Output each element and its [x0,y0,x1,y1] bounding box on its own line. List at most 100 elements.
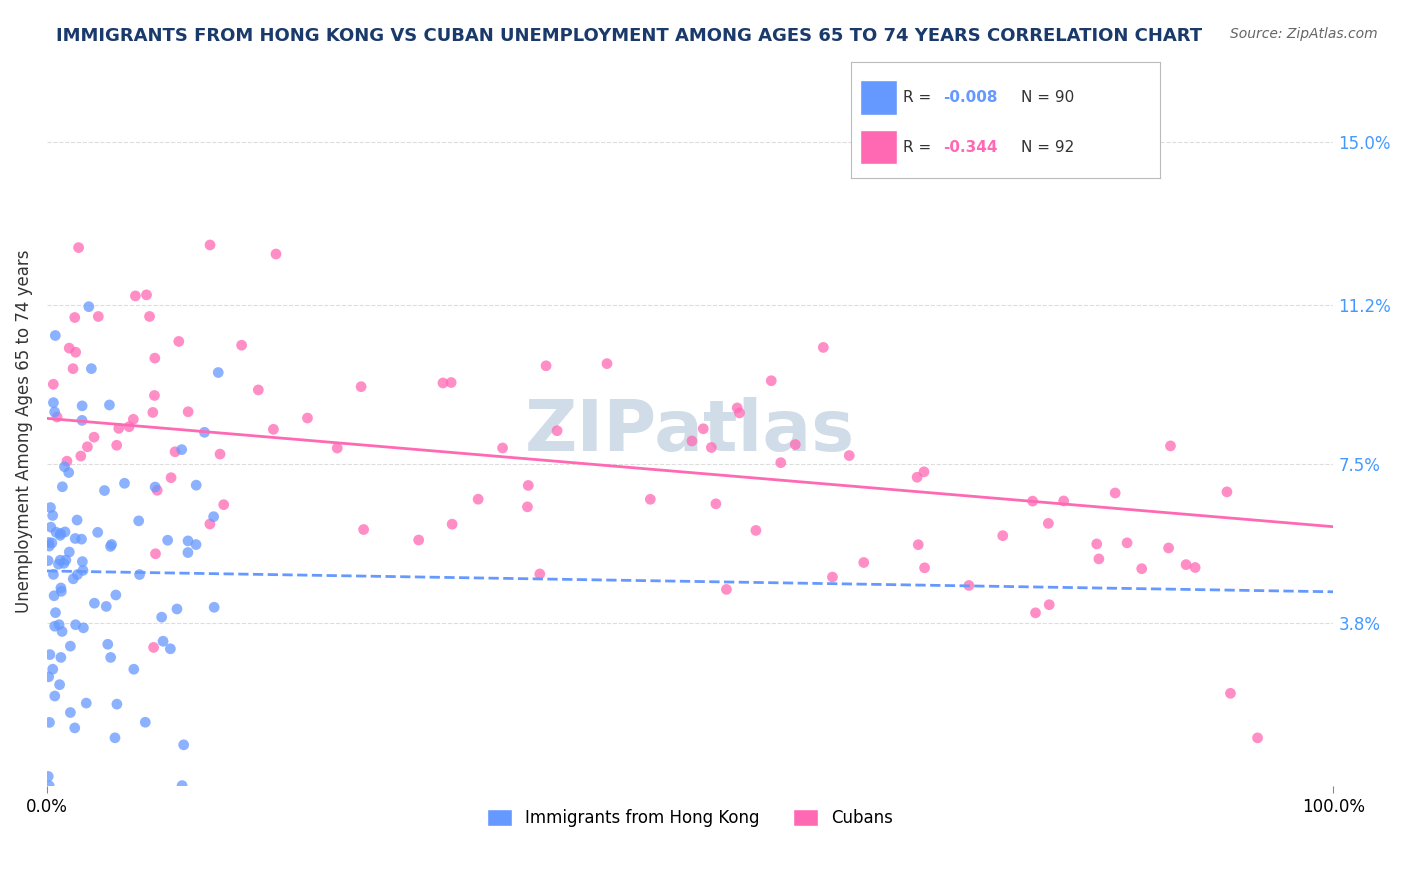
Point [70,413,93,427]
Point [1184,560,1206,574]
Point [202,509,225,524]
Point [51,584,73,599]
Text: N = 90: N = 90 [1021,90,1074,104]
Point [907,538,929,552]
Point [65,345,87,359]
Point [38,670,60,684]
Point [76,440,98,454]
Point [72,621,94,635]
Point [1216,484,1239,499]
Text: R =: R = [903,90,936,104]
Point [44,328,66,343]
Point [1130,562,1153,576]
Point [640,492,662,507]
Point [53,459,76,474]
Point [100,537,122,551]
Point [198,516,221,531]
Point [1088,552,1111,566]
FancyBboxPatch shape [860,129,897,164]
Point [65,532,87,546]
Point [38,715,60,730]
Point [692,422,714,436]
Point [247,383,270,397]
Text: Source: ZipAtlas.com: Source: ZipAtlas.com [1230,27,1378,41]
Point [1021,494,1043,508]
Point [193,425,215,440]
Point [326,441,349,455]
Text: R =: R = [903,139,936,154]
Point [38,779,60,793]
Point [87,310,110,324]
Point [529,566,551,581]
Point [114,476,136,491]
Point [124,289,146,303]
Point [596,357,619,371]
Point [1104,486,1126,500]
Point [534,359,557,373]
Point [146,483,169,498]
Point [66,513,89,527]
Point [177,405,200,419]
Point [728,406,751,420]
Point [122,412,145,426]
Point [63,721,86,735]
Point [72,555,94,569]
Point [905,470,928,484]
Point [39,500,62,515]
Point [1116,536,1139,550]
Point [100,540,122,554]
Point [44,606,66,620]
Point [186,478,208,492]
Point [122,662,145,676]
Point [1038,516,1060,531]
Point [38,539,60,553]
Point [167,334,190,349]
Point [42,377,65,392]
Point [1246,731,1268,745]
Point [77,300,100,314]
Text: ZIPatlas: ZIPatlas [524,397,855,467]
Point [62,361,84,376]
Point [1053,494,1076,508]
Point [105,438,128,452]
Point [700,441,723,455]
Point [37,554,59,568]
Point [38,535,60,549]
Point [65,617,87,632]
Point [172,779,194,793]
Point [104,588,127,602]
Point [52,557,75,571]
Point [912,465,935,479]
Point [1038,598,1060,612]
Point [440,376,463,390]
Point [41,508,63,523]
Point [143,351,166,365]
Point [991,529,1014,543]
Point [83,596,105,610]
Point [208,447,231,461]
Point [58,466,80,480]
Point [134,715,156,730]
Point [118,419,141,434]
Text: -0.344: -0.344 [943,139,998,154]
Point [53,524,76,539]
Point [39,520,62,534]
Point [785,437,807,451]
Point [44,689,66,703]
Point [56,454,79,468]
Point [177,533,200,548]
Point [350,379,373,393]
Point [152,634,174,648]
Point [59,706,82,720]
Point [166,602,188,616]
Point [49,526,72,541]
Point [150,610,173,624]
Point [107,421,129,435]
Point [156,533,179,548]
Point [63,310,86,325]
Point [202,600,225,615]
Point [914,561,936,575]
Point [49,553,72,567]
Point [100,650,122,665]
Point [1159,439,1181,453]
